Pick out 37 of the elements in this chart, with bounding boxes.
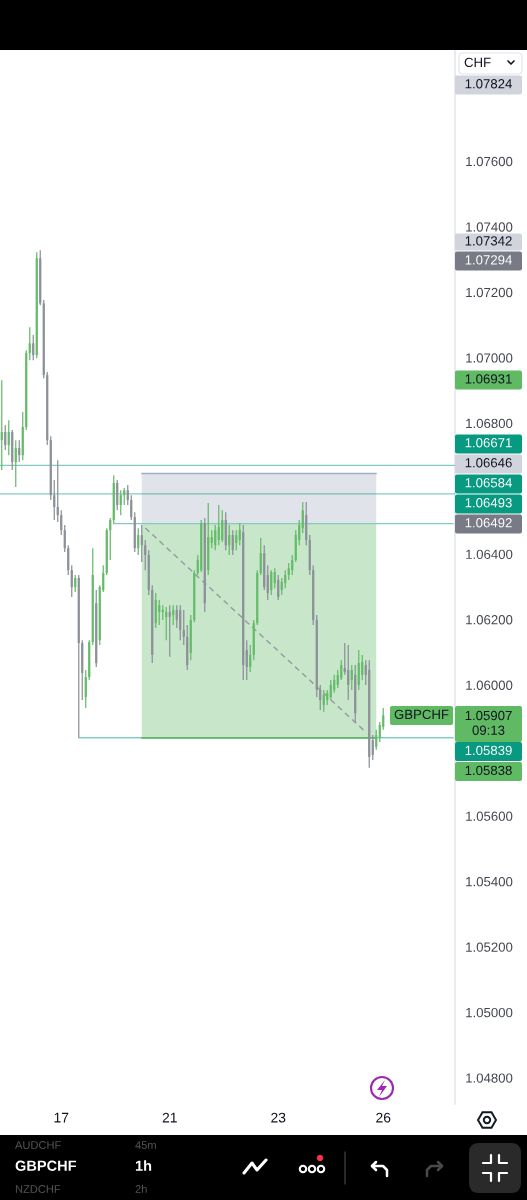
y-tick-label: 1.06000: [466, 680, 513, 690]
text: 1.05839: [465, 745, 512, 756]
y-tick-label: 1.07400: [466, 222, 513, 232]
text: AUDCHF: [15, 1141, 61, 1149]
y-tick-label: 1.06200: [466, 615, 513, 625]
y-tick-label: 1.06800: [466, 418, 513, 429]
y-tick-label: 1.05600: [466, 811, 513, 821]
text: 1.06493: [465, 498, 512, 508]
y-tick-label: 1.07000: [466, 353, 513, 363]
x-tick-label: 17: [54, 1112, 69, 1123]
text: 45m: [135, 1141, 156, 1149]
text: 1h: [135, 1160, 152, 1171]
y-tick-label: 1.05400: [466, 876, 513, 887]
text: 1.07342: [465, 236, 512, 246]
y-tick-label: 1.07600: [466, 156, 513, 167]
text: 1.07824: [465, 79, 512, 89]
text: 1.06646: [465, 458, 512, 468]
text: 1.06492: [465, 518, 512, 528]
text: CHF: [464, 57, 491, 68]
text: 1.05838: [465, 765, 512, 776]
ref-line-label: 1.06584: [465, 478, 512, 488]
text: GBPCHF: [15, 1160, 77, 1171]
x-tick-label: 23: [271, 1112, 286, 1123]
y-tick-label: 1.04800: [466, 1073, 513, 1083]
text: 1.06931: [465, 374, 512, 384]
text: 1.07294: [465, 255, 512, 265]
y-tick-label: 1.07200: [466, 287, 513, 298]
annotation: GBPCHF: [394, 709, 449, 720]
y-tick-label: 1.06400: [466, 549, 513, 559]
x-tick-label: 21: [162, 1112, 177, 1123]
y-tick-label: 1.05200: [466, 942, 513, 952]
y-tick-label: 1.05000: [466, 1007, 513, 1018]
x-tick-label: 26: [376, 1112, 391, 1123]
text: 2h: [135, 1184, 147, 1193]
ref-line-label: 1.06671: [465, 438, 512, 448]
text: 1.05907 09:13: [465, 710, 512, 735]
text: NZDCHF: [15, 1185, 61, 1193]
